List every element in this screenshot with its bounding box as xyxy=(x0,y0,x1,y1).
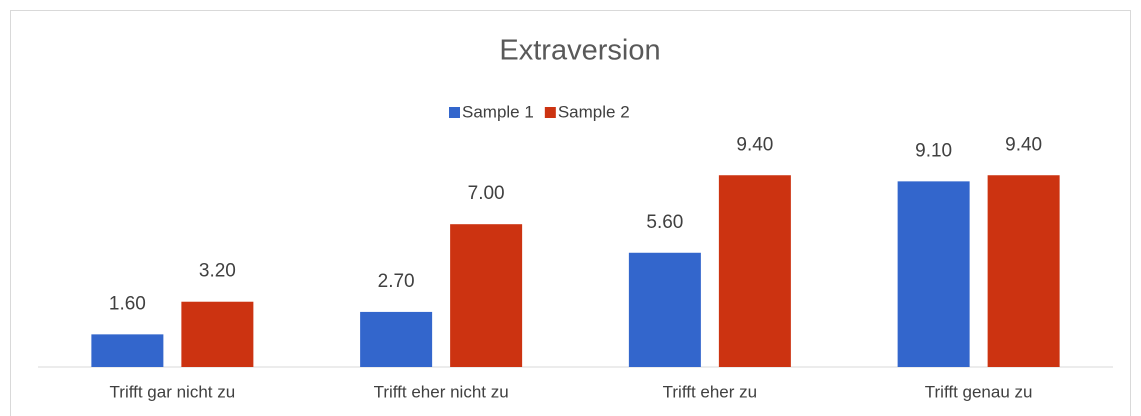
x-tick-label: Trifft genau zu xyxy=(925,382,1033,401)
x-tick-label: Trifft gar nicht zu xyxy=(110,382,236,401)
data-label: 9.40 xyxy=(1005,134,1042,155)
bar xyxy=(897,181,970,367)
data-label: 3.20 xyxy=(199,261,236,282)
data-label: 1.60 xyxy=(109,293,146,314)
legend-swatch xyxy=(544,107,556,118)
data-label: 9.10 xyxy=(915,140,952,161)
data-label: 5.60 xyxy=(646,212,683,233)
bar xyxy=(628,252,701,367)
bar xyxy=(91,334,164,367)
bar xyxy=(450,224,523,367)
data-label: 9.40 xyxy=(736,134,773,155)
bar xyxy=(181,301,254,367)
bar xyxy=(360,311,433,367)
chart-title: Extraversion xyxy=(499,35,660,67)
x-tick-label: Trifft eher zu xyxy=(663,382,757,401)
legend-label: Sample 1 xyxy=(462,102,534,121)
data-label: 7.00 xyxy=(468,183,505,204)
legend-swatch xyxy=(449,107,460,118)
legend-label: Sample 2 xyxy=(558,102,630,121)
data-label: 2.70 xyxy=(378,271,415,292)
x-tick-label: Trifft eher nicht zu xyxy=(374,382,509,401)
bar xyxy=(718,175,791,367)
bar xyxy=(987,175,1060,367)
